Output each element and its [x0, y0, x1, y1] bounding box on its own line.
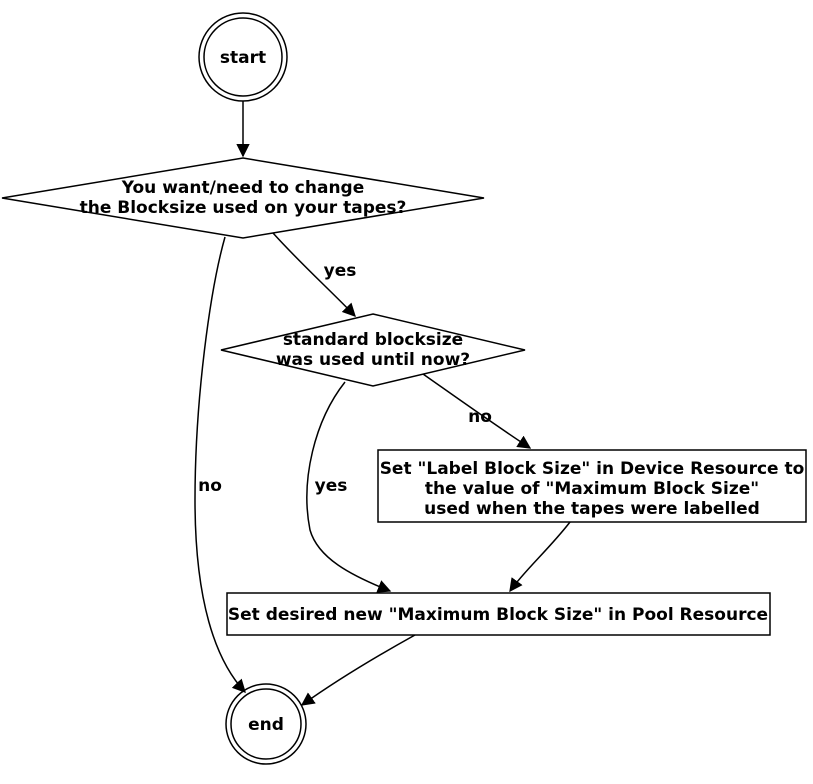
box1-label-line1: Set "Label Block Size" in Device Resourc… — [380, 459, 805, 479]
q1-label-line2: the Blocksize used on your tapes? — [80, 198, 407, 218]
box1-label-line2: the value of "Maximum Block Size" — [425, 479, 759, 499]
q2-label-line1: standard blocksize — [283, 330, 463, 350]
edge-q2-box2-label: yes — [315, 476, 348, 496]
box1-label-line3: used when the tapes were labelled — [424, 499, 760, 519]
node-end: end — [226, 684, 306, 764]
node-start-label: start — [220, 48, 266, 68]
q1-label-line1: You want/need to change — [121, 178, 365, 198]
node-end-label: end — [248, 715, 284, 735]
edge-box1-box2 — [510, 522, 570, 591]
node-decision-standard-blocksize: standard blocksize was used until now? — [221, 314, 525, 386]
edge-q2-box1-label: no — [468, 407, 492, 427]
node-start: start — [199, 13, 287, 101]
node-decision-blocksize-change: You want/need to change the Blocksize us… — [2, 158, 484, 238]
q2-label-line2: was used until now? — [276, 350, 470, 370]
node-set-max-block-size: Set desired new "Maximum Block Size" in … — [227, 593, 770, 635]
node-set-label-block-size: Set "Label Block Size" in Device Resourc… — [378, 450, 806, 522]
edge-box2-end — [302, 635, 415, 705]
edge-q1-q2-label: yes — [324, 261, 357, 281]
box2-label-line1: Set desired new "Maximum Block Size" in … — [228, 605, 768, 625]
edge-q1-end-label: no — [198, 476, 222, 496]
